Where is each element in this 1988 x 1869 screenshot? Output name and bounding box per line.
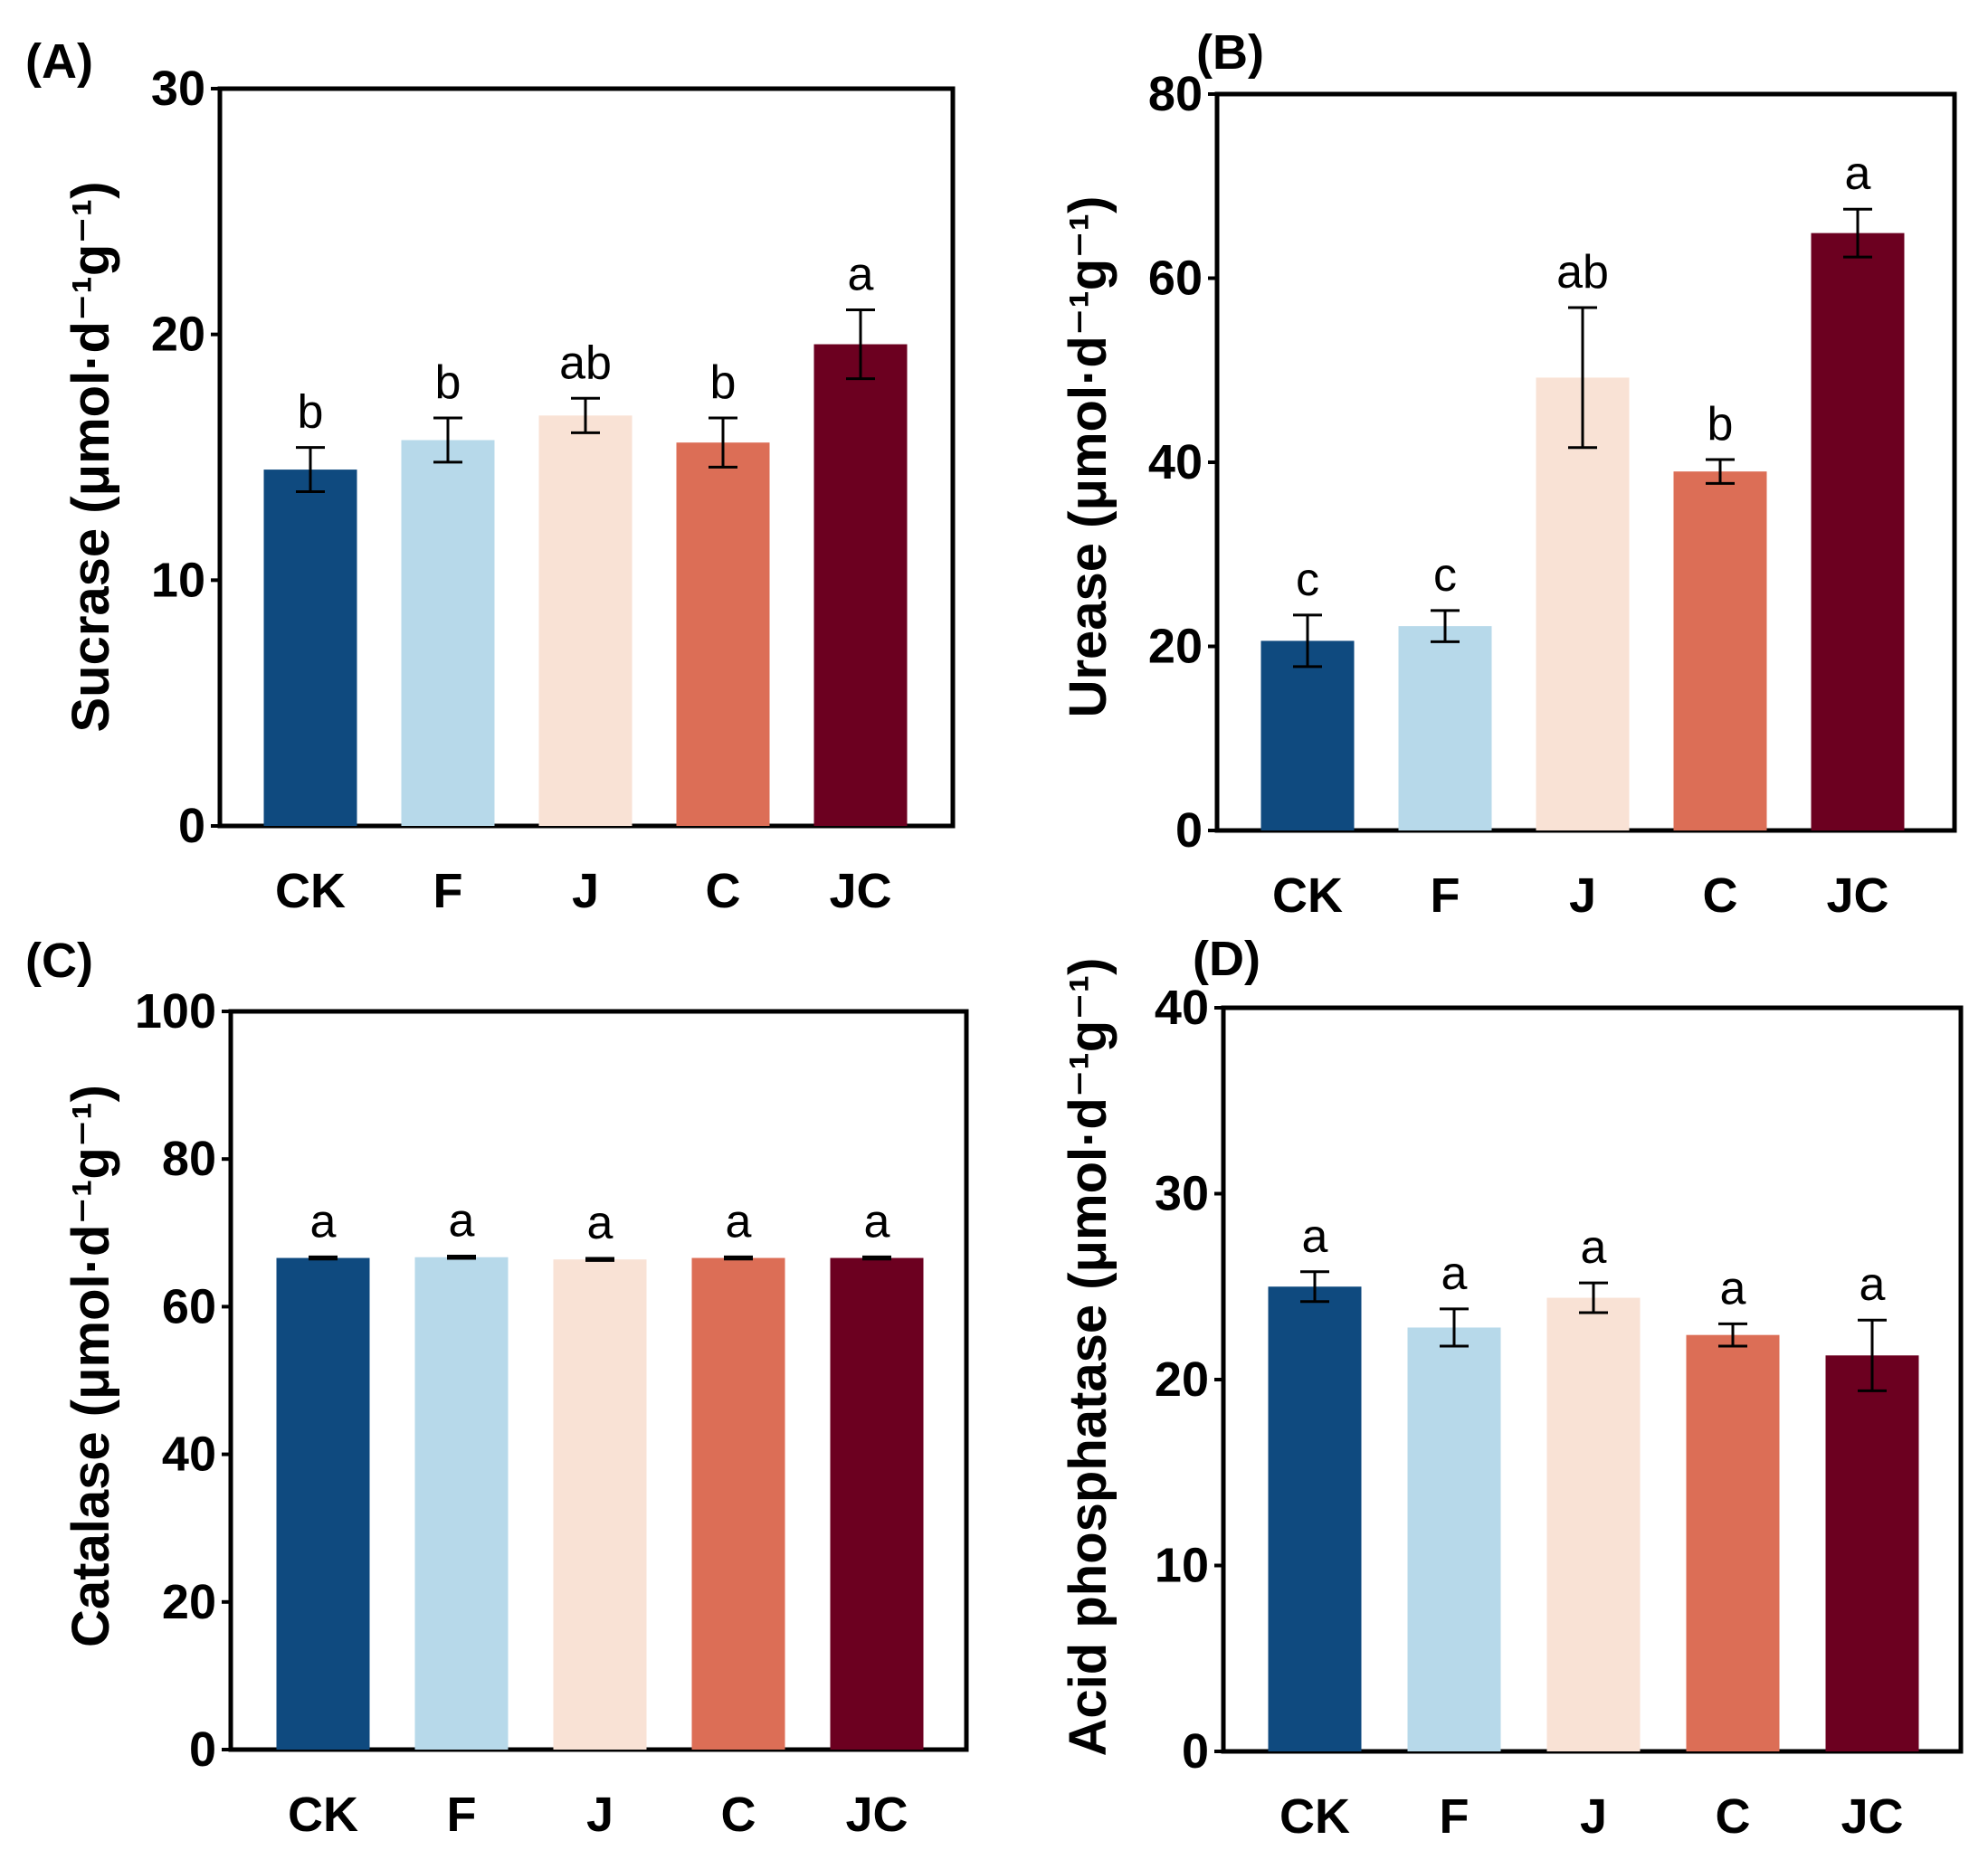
y-tick-label: 10 (1155, 1539, 1209, 1593)
y-tick-label: 10 (151, 553, 205, 607)
category-label: CK (1279, 1789, 1350, 1844)
category-label: J (1569, 868, 1596, 923)
category-label: F (1431, 868, 1460, 923)
bar (538, 415, 633, 826)
y-axis-label: Catalase (μmol·d⁻¹g⁻¹) (62, 1085, 120, 1647)
y-axis-label: Urease (μmol·d⁻¹g⁻¹) (1059, 196, 1118, 718)
significance-letter: a (864, 1195, 890, 1248)
category-label: JC (845, 1788, 908, 1842)
bar (263, 470, 357, 826)
y-tick-label: 30 (1155, 1167, 1209, 1221)
panel-b: (B) Urease (μmol·d⁻¹g⁻¹) 0 20 40 60 80 c CK c Fa… (1059, 25, 1957, 923)
category-label: F (1440, 1789, 1470, 1844)
panel-label: (A) (25, 34, 93, 89)
category-label: C (706, 864, 741, 918)
category-label: JC (829, 864, 891, 918)
category-label: J (572, 864, 599, 918)
bar (830, 1257, 924, 1750)
panel-label: (D) (1193, 932, 1260, 986)
bar (691, 1257, 785, 1750)
bar (1398, 626, 1492, 830)
significance-letter: a (1441, 1248, 1468, 1300)
panel-label: (B) (1196, 25, 1264, 80)
bar (1673, 471, 1767, 830)
y-tick-label: 30 (151, 62, 205, 116)
y-tick-label: 0 (1175, 803, 1203, 858)
category-label: F (433, 864, 463, 918)
bar (1825, 1355, 1919, 1751)
significance-letter: b (298, 386, 324, 439)
bar (553, 1259, 647, 1750)
category-label: C (721, 1788, 756, 1842)
bar (1686, 1334, 1780, 1751)
significance-letter: a (310, 1195, 337, 1248)
y-tick-label: 20 (1148, 620, 1203, 674)
y-tick-label: 20 (151, 308, 205, 362)
bar (1268, 1286, 1362, 1751)
category-label: C (1716, 1789, 1751, 1844)
bar (276, 1257, 370, 1750)
y-tick-label: 20 (1155, 1352, 1209, 1407)
significance-letter: a (587, 1197, 614, 1249)
significance-letter: b (710, 356, 737, 409)
bar (401, 440, 495, 826)
category-label: CK (1272, 868, 1343, 923)
significance-letter: a (449, 1195, 475, 1248)
bar (414, 1257, 509, 1750)
panel-label: (C) (25, 934, 93, 988)
panel-a: (A) Sucrase (μmol·d⁻¹g⁻¹) 0102030bCKbFab… (25, 34, 956, 918)
bar (1260, 640, 1355, 830)
bar (676, 442, 770, 826)
significance-letter: a (1581, 1221, 1607, 1274)
category-label: F (447, 1788, 477, 1842)
y-axis-label: Acid phosphatase (μmol·d⁻¹g⁻¹) (1059, 958, 1118, 1757)
panel-d: (D) Acid phosphatase (μmol·d⁻¹g⁻¹) 0 10 20… (1059, 932, 1964, 1844)
bar (1546, 1297, 1641, 1751)
y-tick-label: 80 (162, 1132, 216, 1186)
y-tick-label: 40 (162, 1428, 216, 1482)
category-label: C (1703, 868, 1738, 923)
significance-letter: a (848, 249, 874, 301)
significance-letter: a (1860, 1258, 1886, 1311)
significance-letter: a (726, 1195, 752, 1248)
category-label: J (1580, 1789, 1607, 1844)
significance-letter: a (1302, 1210, 1328, 1263)
category-label: JC (1841, 1789, 1903, 1844)
bar (1407, 1327, 1501, 1751)
category-label: J (586, 1788, 614, 1842)
significance-letter: ab (1556, 246, 1609, 299)
y-tick-label: 100 (135, 984, 216, 1039)
significance-letter: c (1296, 554, 1319, 606)
y-tick-label: 60 (162, 1279, 216, 1333)
bar (1811, 232, 1905, 831)
category-label: JC (1826, 868, 1888, 923)
y-tick-label: 0 (189, 1722, 216, 1777)
significance-letter: a (1845, 147, 1871, 200)
y-tick-label: 0 (178, 799, 205, 853)
bar (813, 344, 908, 826)
category-label: CK (288, 1788, 358, 1842)
y-tick-label: 40 (1155, 981, 1209, 1035)
panel-c: (C) Catalase (μmol·d⁻¹g⁻¹) 0 20 40 60 80 100 a… (25, 934, 969, 1842)
y-tick-label: 60 (1148, 251, 1203, 306)
significance-letter: b (435, 356, 461, 409)
bar (1536, 377, 1630, 830)
y-tick-label: 0 (1182, 1724, 1209, 1779)
category-label: CK (275, 864, 346, 918)
significance-letter: ab (559, 337, 612, 389)
y-tick-label: 40 (1148, 435, 1203, 489)
y-tick-label: 20 (162, 1575, 216, 1629)
significance-letter: b (1707, 398, 1734, 451)
y-tick-label: 80 (1148, 67, 1203, 121)
significance-letter: a (1720, 1262, 1746, 1314)
significance-letter: c (1433, 549, 1457, 602)
y-axis-label: Sucrase (μmol·d⁻¹g⁻¹) (62, 181, 120, 732)
